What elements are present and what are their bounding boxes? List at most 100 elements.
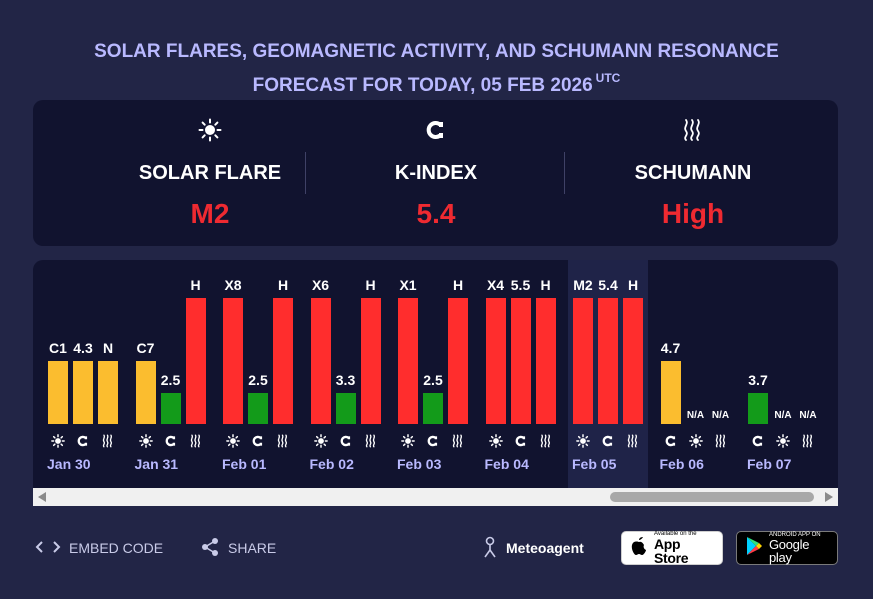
magnet-icon — [162, 433, 180, 449]
magnet-icon — [749, 433, 767, 449]
share-label: SHARE — [228, 540, 277, 556]
chart-bar — [135, 361, 156, 424]
chart-bar — [448, 298, 468, 424]
date-label: Feb 01 — [222, 456, 267, 472]
bar-label: 5.4 — [598, 277, 618, 293]
summary-k-index: K-INDEX 5.4 — [307, 100, 565, 246]
bar-label: 2.5 — [248, 371, 268, 388]
google-play-icon — [745, 536, 763, 561]
chart-bar — [360, 298, 381, 424]
chart-bar — [535, 298, 556, 424]
chart-bar — [485, 298, 506, 424]
embed-code-label: EMBED CODE — [69, 540, 164, 556]
waves-icon — [712, 433, 730, 449]
bar-label: M2 — [573, 277, 593, 293]
forecast-chart[interactable]: C1 4.3 N Jan 30 C7 2.5 H Jan 31 X8 2.5 H Feb 01 X6 3.… — [33, 260, 838, 506]
summary-value: M2 — [190, 198, 230, 229]
chart-bar — [748, 392, 768, 424]
embed-code-button[interactable]: EMBED CODE — [35, 530, 163, 566]
sun-icon — [224, 433, 242, 449]
chart-bar — [398, 298, 418, 424]
chart-bar — [335, 392, 356, 424]
title-line-2: FORECAST FOR TODAY, 05 FEB 2026 — [252, 75, 593, 96]
waves-icon — [624, 433, 642, 449]
magnet-icon — [307, 118, 565, 142]
bar-label: X1 — [399, 277, 417, 293]
waves-icon — [99, 433, 117, 449]
bar-label: H — [277, 277, 289, 293]
bar-label: 4.3 — [73, 340, 93, 356]
magnet-icon — [512, 433, 530, 449]
scroll-right-arrow-icon[interactable] — [825, 492, 833, 502]
sun-icon — [774, 433, 792, 449]
meteoagent-logo-icon — [482, 536, 498, 561]
horizontal-scrollbar[interactable] — [33, 488, 838, 506]
date-label: Jan 31 — [134, 456, 179, 472]
gplay-big-text: Google play — [769, 537, 810, 565]
summary-label: SCHUMANN — [634, 162, 752, 184]
bar-label: 5.5 — [510, 277, 531, 293]
bar-label: 4.7 — [660, 340, 681, 356]
bar-label: H — [452, 277, 464, 293]
bar-label: H — [190, 277, 201, 293]
title-line-1: SOLAR FLARES, GEOMAGNETIC ACTIVITY, AND … — [94, 41, 779, 62]
waves-icon — [537, 433, 555, 449]
google-play-button[interactable]: ANDROID APP ON Google play — [736, 531, 838, 565]
magnet-icon — [599, 433, 617, 449]
footer: EMBED CODE SHARE Meteoagent Available on… — [0, 530, 873, 570]
chart-bar — [73, 361, 93, 424]
bar-label: 3.3 — [335, 371, 356, 388]
magnet-icon — [424, 433, 442, 449]
share-button[interactable]: SHARE — [200, 530, 276, 566]
summary-value: High — [661, 198, 725, 229]
date-label: Feb 06 — [659, 456, 704, 472]
apple-icon — [630, 536, 648, 561]
summary-schumann: SCHUMANN High — [564, 100, 822, 246]
meteoagent-label: Meteoagent — [506, 540, 584, 556]
magnet-icon — [337, 433, 355, 449]
waves-icon — [274, 433, 292, 449]
bar-label: 2.5 — [160, 371, 181, 388]
waves-icon — [449, 433, 467, 449]
divider — [564, 152, 565, 194]
bar-label: N/A — [799, 410, 817, 421]
divider — [305, 152, 306, 194]
magnet-icon — [74, 433, 92, 449]
appstore-small-text: Available on the — [654, 531, 697, 537]
waves-icon — [362, 433, 380, 449]
waves-icon — [187, 433, 205, 449]
sun-icon — [574, 433, 592, 449]
chart-bar — [185, 298, 206, 424]
chart-bar — [98, 361, 118, 424]
chart-bar — [660, 361, 681, 424]
magnet-icon — [249, 433, 267, 449]
sun-icon — [49, 433, 67, 449]
chart-bar — [160, 392, 181, 424]
chart-bar — [248, 392, 268, 424]
app-store-button[interactable]: Available on the App Store — [621, 531, 723, 565]
bar-label: X4 — [486, 277, 505, 293]
scroll-left-arrow-icon[interactable] — [38, 492, 46, 502]
bar-label: X8 — [224, 277, 242, 293]
meteoagent-link[interactable]: Meteoagent — [482, 530, 584, 566]
bar-label: 2.5 — [423, 371, 443, 388]
waves-icon — [799, 433, 817, 449]
chart-bar — [273, 298, 293, 424]
sun-icon — [487, 433, 505, 449]
sun-icon — [312, 433, 330, 449]
bar-label: C1 — [49, 340, 67, 356]
chart-bar — [598, 298, 618, 424]
summary-value: 5.4 — [416, 198, 456, 229]
chart-bar — [510, 298, 531, 424]
sun-icon — [137, 433, 155, 449]
utc-label: UTC — [595, 71, 621, 85]
page-title: SOLAR FLARES, GEOMAGNETIC ACTIVITY, AND … — [30, 38, 843, 99]
summary-solar-flare: SOLAR FLARE M2 — [81, 100, 339, 246]
summary-label: SOLAR FLARE — [138, 162, 282, 184]
code-icon — [35, 540, 61, 557]
scrollbar-thumb[interactable] — [610, 492, 814, 502]
bar-label: N/A — [774, 410, 792, 421]
bar-label: 3.7 — [748, 371, 768, 388]
bar-label: N/A — [711, 410, 730, 421]
